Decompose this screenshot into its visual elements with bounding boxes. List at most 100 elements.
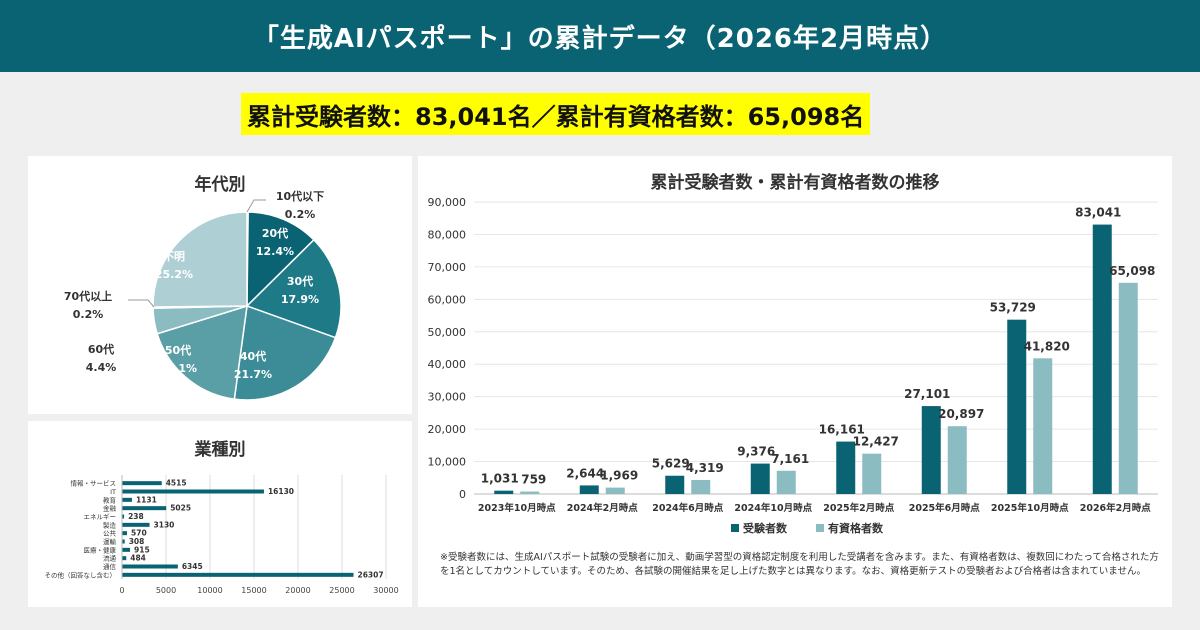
qualified-bar	[520, 491, 540, 494]
qualified-bar	[691, 479, 711, 494]
industry-category: エネルギー	[84, 513, 117, 521]
industry-value: 6345	[182, 562, 203, 571]
trend-category: 2026年2月時点	[1080, 502, 1152, 514]
trend-value-label: 2,644	[566, 466, 604, 480]
trend-category: 2024年10月時点	[734, 502, 812, 514]
trend-category: 2024年6月時点	[652, 502, 724, 514]
examinee-bar	[921, 406, 941, 494]
trend-value-label: 1,969	[600, 469, 638, 483]
page-header: 「生成AIパスポート」の累計データ（2026年2月時点）	[0, 0, 1200, 72]
trend-category: 2025年6月時点	[909, 502, 981, 514]
examinee-bar	[579, 485, 599, 494]
pie-label: 10代以下	[276, 189, 324, 203]
industry-xtick: 0	[119, 586, 124, 595]
industry-category: IT	[110, 488, 116, 496]
industry-category: 教育	[103, 495, 117, 504]
trend-value-label: 20,897	[938, 407, 984, 421]
trend-value-label: 12,427	[853, 435, 899, 449]
footnote: ※受験者数には、生成AIパスポート試験の受験者に加え、動画学習型の資格認定制度を…	[440, 552, 1159, 577]
pie-slice-2	[246, 211, 315, 308]
pie-percent: 17.9%	[281, 293, 319, 306]
leader-line-10s	[246, 199, 266, 213]
industry-bar	[122, 564, 178, 569]
industry-value: 3130	[154, 520, 175, 529]
industry-bar	[122, 547, 131, 552]
industry-category: 製造	[103, 520, 117, 529]
industry-value: 4515	[166, 479, 187, 488]
examinee-bar	[665, 475, 685, 494]
trend-category: 2024年2月時点	[567, 502, 639, 514]
pie-label: 70代以上	[64, 289, 112, 303]
trend-value-label: 65,098	[1109, 264, 1155, 278]
legend-label-examinees: 受験者数	[743, 521, 788, 535]
industry-xtick: 15000	[241, 586, 266, 595]
qualified-bar	[947, 426, 967, 494]
pie-slice-8	[152, 211, 248, 308]
industry-bar	[122, 522, 150, 527]
trend-ytick: 90,000	[428, 196, 467, 209]
industry-category: 金融	[103, 504, 117, 513]
industry-bar	[122, 572, 354, 577]
trend-ytick: 80,000	[428, 228, 467, 241]
industry-value: 570	[131, 529, 147, 538]
pie-slice-4	[233, 304, 337, 401]
trend-ytick: 30,000	[428, 391, 467, 404]
industry-bar	[122, 481, 162, 486]
industry-category: 公共	[103, 529, 117, 538]
pie-label: 50代	[165, 343, 191, 357]
examinee-bar	[494, 490, 514, 494]
industry-bar	[122, 489, 264, 494]
industry-bar	[122, 514, 125, 519]
trend-category: 2023年10月時点	[478, 502, 556, 514]
trend-chart-title: 累計受験者数・累計有資格者数の推移	[650, 173, 940, 193]
summary-banner: 累計受験者数：83,041名／累計有資格者数：65,098名	[241, 93, 871, 135]
industry-xtick: 5000	[156, 586, 176, 595]
trend-ytick: 10,000	[428, 456, 467, 469]
age-chart-title: 年代別	[194, 175, 246, 195]
industry-value: 1131	[136, 495, 157, 504]
pie-label: 不明	[163, 250, 185, 263]
industry-value: 5025	[170, 504, 191, 513]
trend-bar-chart: 0 10,000 20,000 30,000 40,000 50,000 60,000 70,…	[428, 196, 1158, 535]
industry-value: 915	[134, 545, 150, 554]
industry-bar	[122, 556, 127, 561]
industry-xtick: 10000	[197, 586, 222, 595]
trend-ytick: 50,000	[428, 326, 467, 339]
trend-ytick: 0	[459, 488, 466, 501]
industry-xtick: 20000	[285, 586, 310, 595]
trend-value-label: 759	[521, 473, 546, 487]
trend-value-label: 83,041	[1075, 206, 1121, 220]
legend-swatch-examinees	[731, 524, 739, 532]
trend-value-label: 1,031	[481, 472, 519, 486]
trend-value-label: 16,161	[819, 423, 865, 437]
industry-value: 16130	[268, 487, 294, 496]
trend-value-label: 4,319	[686, 461, 724, 475]
trend-ytick: 70,000	[428, 261, 467, 274]
industry-bar	[122, 539, 125, 544]
trend-value-label: 9,376	[737, 445, 775, 459]
industry-bar	[122, 531, 128, 536]
industry-category: 医療・健康	[84, 545, 117, 554]
industry-category: 運輸	[103, 537, 117, 546]
pie-percent: 12.4%	[256, 245, 294, 258]
industry-xtick: 25000	[329, 586, 354, 595]
industry-category: 情報・サービス	[71, 479, 117, 488]
industry-value: 484	[130, 554, 146, 563]
examinee-bar	[836, 441, 856, 494]
pie-label: 30代	[287, 274, 313, 288]
trend-value-label: 27,101	[904, 387, 950, 401]
age-chart-panel: 年代別 10代以下 0.2% 20代 12.4% 30代 17.9% 40代 21.7% 50代…	[28, 156, 412, 414]
pie-slice-5	[156, 304, 248, 400]
qualified-bar	[1033, 358, 1053, 494]
pie-percent: 21.7%	[234, 368, 272, 381]
trend-category: 2025年10月時点	[991, 502, 1069, 514]
industry-bar	[122, 497, 132, 502]
pie-percent: 25.2%	[155, 268, 193, 281]
qualified-bar	[605, 487, 625, 494]
trend-ytick: 60,000	[428, 293, 467, 306]
industry-bar	[122, 506, 167, 511]
pie-percent: 4.4%	[86, 361, 117, 374]
industry-xtick: 30000	[373, 586, 398, 595]
age-pie-chart: 10代以下 0.2% 20代 12.4% 30代 17.9% 40代 21.7% 50代 18.1…	[64, 189, 342, 401]
trend-category: 2025年2月時点	[823, 502, 895, 514]
